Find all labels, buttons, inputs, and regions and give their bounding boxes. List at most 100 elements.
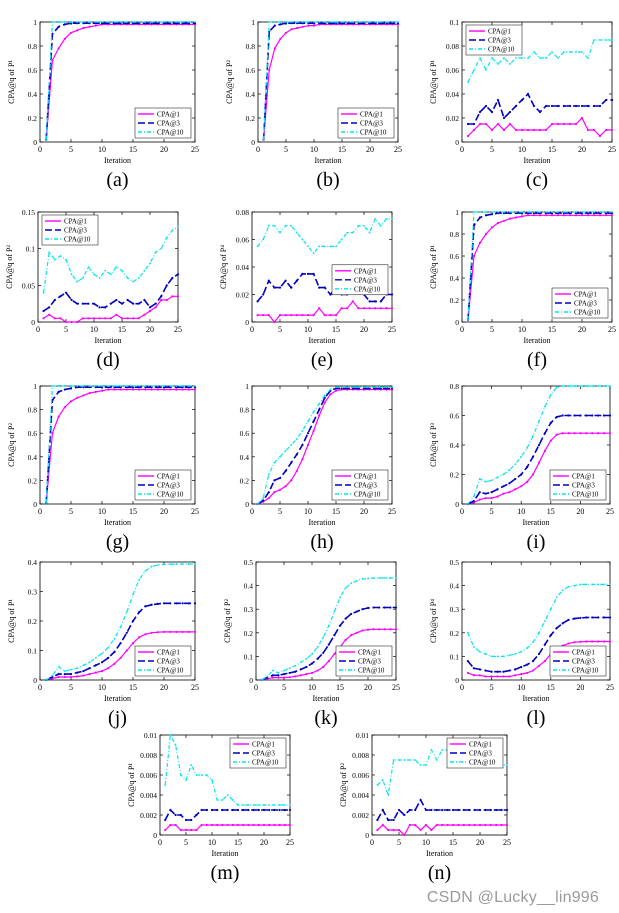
data-point xyxy=(484,122,488,126)
data-point xyxy=(414,823,417,827)
data-point xyxy=(312,429,315,432)
plot-frame xyxy=(461,211,613,323)
data-point xyxy=(526,480,529,483)
data-point xyxy=(387,828,390,832)
data-point xyxy=(154,302,157,305)
data-point xyxy=(472,499,475,503)
data-point xyxy=(175,630,178,634)
data-point xyxy=(514,463,517,466)
data-point xyxy=(550,104,554,108)
data-point xyxy=(277,672,280,674)
data-point xyxy=(284,279,287,282)
data-point xyxy=(295,314,298,317)
data-point xyxy=(312,252,315,255)
data-point xyxy=(515,211,517,213)
data-point xyxy=(508,491,511,494)
data-point xyxy=(467,631,469,634)
data-point xyxy=(266,675,269,678)
data-point xyxy=(591,583,594,586)
y-tick-label: 0.8 xyxy=(28,406,38,415)
data-point xyxy=(290,314,293,317)
data-point xyxy=(361,578,364,580)
data-point xyxy=(484,492,487,495)
x-tick-label: 15 xyxy=(129,145,137,154)
data-point xyxy=(226,823,229,827)
y-tick-label: 0 xyxy=(455,138,459,147)
data-point xyxy=(88,661,91,664)
data-point xyxy=(288,676,291,679)
legend-label: CPA@3 xyxy=(157,120,180,128)
data-point xyxy=(273,224,276,227)
data-point xyxy=(121,269,123,272)
data-point xyxy=(478,674,481,677)
data-point xyxy=(76,385,79,387)
data-point xyxy=(543,432,546,435)
x-tick-label: 15 xyxy=(332,325,340,334)
data-point xyxy=(210,808,214,812)
data-point xyxy=(605,39,607,41)
data-point xyxy=(550,122,554,126)
y-tick-label: 0.4 xyxy=(28,558,38,567)
data-point xyxy=(70,298,73,302)
data-point xyxy=(451,823,455,827)
data-point xyxy=(478,110,482,114)
series-line xyxy=(164,808,290,821)
data-point xyxy=(169,388,172,391)
data-point xyxy=(335,386,337,389)
data-point xyxy=(441,823,444,827)
x-axis-label: Iteration xyxy=(104,518,131,527)
data-point xyxy=(94,656,97,659)
data-point xyxy=(176,273,180,276)
data-point xyxy=(294,675,297,678)
data-point xyxy=(514,104,518,108)
data-point xyxy=(176,295,180,298)
data-point xyxy=(478,668,481,671)
data-point xyxy=(51,59,54,62)
data-point xyxy=(171,229,174,232)
data-point xyxy=(169,563,172,565)
data-point xyxy=(490,213,494,216)
data-point xyxy=(369,21,371,23)
x-tick-label: 20 xyxy=(366,145,374,154)
data-point xyxy=(526,663,529,666)
data-point xyxy=(520,215,524,218)
data-point xyxy=(381,823,384,827)
data-point xyxy=(156,385,159,387)
data-point xyxy=(177,225,179,228)
panel-label: (l) xyxy=(527,707,546,729)
data-point xyxy=(391,386,393,389)
data-point xyxy=(397,828,401,832)
x-tick-label: 20 xyxy=(260,838,268,847)
data-point xyxy=(520,128,524,132)
data-point xyxy=(156,564,159,566)
data-point xyxy=(169,808,172,812)
data-point xyxy=(329,393,332,396)
data-point xyxy=(306,314,310,317)
data-point xyxy=(425,764,427,766)
data-point xyxy=(226,808,229,812)
data-point xyxy=(573,432,576,435)
x-tick-label: 25 xyxy=(191,145,199,154)
data-point xyxy=(271,669,274,672)
data-point xyxy=(585,616,588,619)
data-point xyxy=(531,473,535,476)
data-point xyxy=(526,466,529,469)
data-point xyxy=(138,385,141,387)
data-point xyxy=(262,138,265,141)
data-point xyxy=(575,51,577,53)
data-point xyxy=(597,583,600,586)
data-point xyxy=(195,774,198,776)
data-point xyxy=(362,307,366,310)
data-point xyxy=(378,577,381,579)
data-point xyxy=(273,21,276,23)
data-point xyxy=(495,808,498,812)
data-point xyxy=(284,314,287,317)
data-point xyxy=(506,764,508,766)
data-point xyxy=(605,211,607,213)
data-point xyxy=(162,602,166,605)
data-point xyxy=(484,214,488,217)
y-axis-label: CPA@q of P¹ xyxy=(429,245,438,289)
data-point xyxy=(329,293,332,296)
